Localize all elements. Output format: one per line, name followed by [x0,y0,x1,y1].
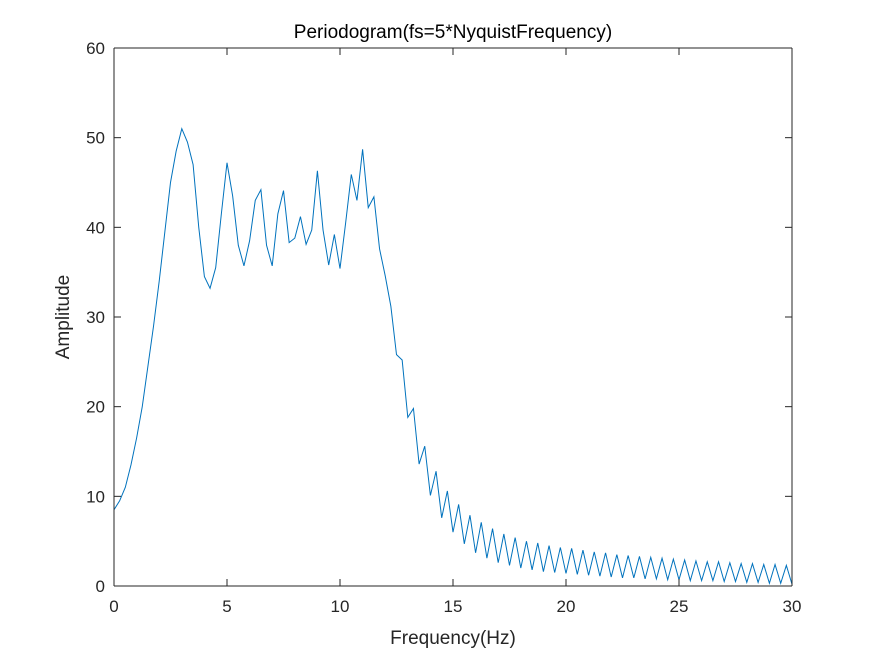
x-tick-label: 25 [670,597,689,616]
x-tick-label: 15 [444,597,463,616]
plot-area [114,48,792,586]
x-tick-label: 20 [557,597,576,616]
y-tick-label: 40 [86,218,105,237]
chart-title: Periodogram(fs=5*NyquistFrequency) [294,22,612,43]
x-tick-label: 0 [109,597,118,616]
x-tick-label: 5 [222,597,231,616]
y-axis-title: Amplitude [53,275,74,360]
y-tick-label: 0 [96,577,105,596]
y-tick-label: 50 [86,129,105,148]
y-tick-label: 30 [86,308,105,327]
x-tick-label: 30 [783,597,802,616]
y-tick-label: 20 [86,398,105,417]
y-tick-label: 60 [86,39,105,58]
x-axis-title: Frequency(Hz) [390,628,516,649]
x-tick-label: 10 [331,597,350,616]
y-tick-label: 10 [86,487,105,506]
